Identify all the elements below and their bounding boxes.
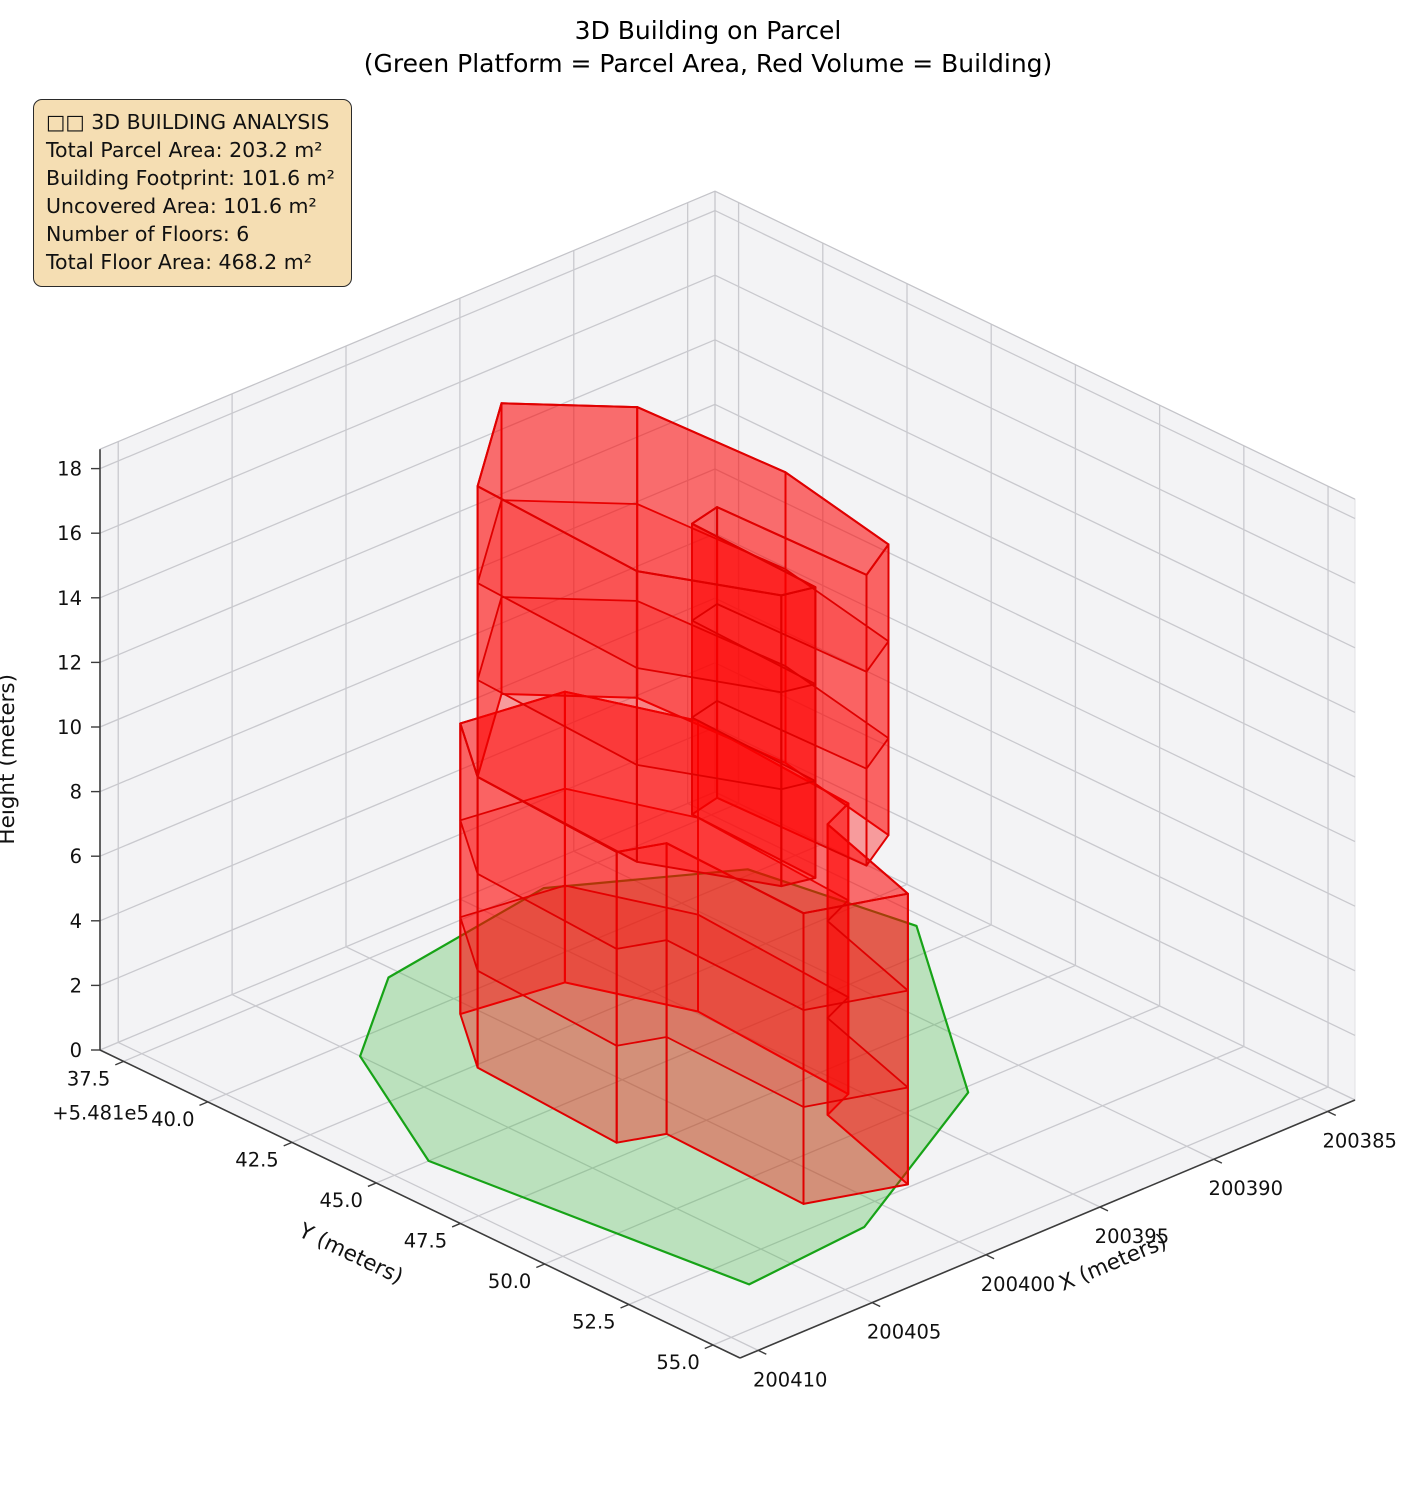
tier-top — [459, 690, 909, 915]
title-block: 3D Building on Parcel (Green Platform = … — [0, 14, 1416, 80]
info-stat-row: Uncovered Area: 101.6 m² — [46, 192, 335, 220]
y-tick-label: 37.5 — [67, 1067, 110, 1090]
y-axis-label: Y (meters) — [294, 1218, 407, 1290]
z-tick-label: 10 — [57, 716, 82, 739]
floor-slab — [459, 884, 909, 1108]
z-tick-label: 14 — [57, 587, 82, 610]
building-volume — [459, 402, 909, 1205]
parcel-polygon — [359, 868, 970, 1286]
stat-label: Uncovered Area: — [46, 194, 217, 219]
stat-value: 203.2 m² — [229, 138, 323, 163]
z-tick-label: 12 — [57, 651, 82, 674]
x-tick-label: 200400 — [981, 1273, 1055, 1296]
stat-label: Total Parcel Area: — [46, 138, 223, 163]
info-box-title: □□ 3D BUILDING ANALYSIS — [46, 110, 330, 134]
info-stat-row: Number of Floors: 6 — [46, 220, 335, 248]
floor-slab — [476, 499, 890, 694]
axis-spines — [99, 449, 1356, 1359]
y-tick-label: 50.0 — [488, 1270, 531, 1293]
y-tick-label: 55.0 — [656, 1351, 699, 1374]
y-offset-text: +5.481e5 — [52, 1101, 149, 1124]
info-stat-row: Total Parcel Area: 203.2 m² — [46, 136, 335, 164]
analysis-info-box: □□ 3D BUILDING ANALYSIS Total Parcel Are… — [33, 99, 352, 288]
floor-slab — [476, 596, 890, 791]
stat-value: 101.6 m² — [223, 194, 317, 219]
tick-labels: 37.5 40.0 42.5 45.0 47.5 50.0 52.5 55.0 +5.481e5… — [52, 458, 1397, 1392]
stat-label: Total Floor Area: — [46, 250, 212, 275]
chart-subtitle: (Green Platform = Parcel Area, Red Volum… — [363, 49, 1053, 78]
info-stat-row: Total Floor Area: 468.2 m² — [46, 248, 335, 276]
z-tick-label: 8 — [70, 781, 82, 804]
box-edges — [99, 190, 1356, 792]
stat-label: Number of Floors: — [46, 222, 230, 247]
z-tick-label: 16 — [57, 522, 82, 545]
z-tick-label: 2 — [70, 974, 82, 997]
x-tick-label: 200395 — [1095, 1225, 1169, 1248]
z-tick-label: 0 — [70, 1039, 82, 1062]
z-tick-label: 18 — [57, 458, 82, 481]
building-wall — [459, 722, 479, 1069]
z-tick-label: 4 — [70, 910, 82, 933]
tier-top — [476, 402, 890, 597]
y-tick-label: 47.5 — [404, 1229, 447, 1252]
floor-slab — [459, 787, 909, 1011]
tick-marks — [91, 467, 1337, 1355]
x-tick-label: 200390 — [1209, 1177, 1283, 1200]
stat-label: Building Footprint: — [46, 166, 235, 191]
stat-value: 6 — [236, 222, 250, 247]
x-tick-label: 200405 — [867, 1321, 941, 1344]
x-tick-label: 200385 — [1322, 1129, 1396, 1152]
stat-value: 468.2 m² — [218, 250, 312, 275]
y-tick-label: 45.0 — [319, 1189, 362, 1212]
building-wall — [865, 543, 890, 867]
z-tick-label: 6 — [70, 845, 82, 868]
z-axis-label: Height (meters) — [0, 674, 20, 845]
chart-title: 3D Building on Parcel — [574, 16, 842, 45]
y-tick-label: 52.5 — [572, 1311, 615, 1334]
x-tick-label: 200410 — [753, 1368, 827, 1391]
stat-value: 101.6 m² — [241, 166, 335, 191]
y-tick-label: 42.5 — [235, 1148, 278, 1171]
info-stat-row: Building Footprint: 101.6 m² — [46, 164, 335, 192]
y-tick-label: 40.0 — [151, 1108, 194, 1131]
